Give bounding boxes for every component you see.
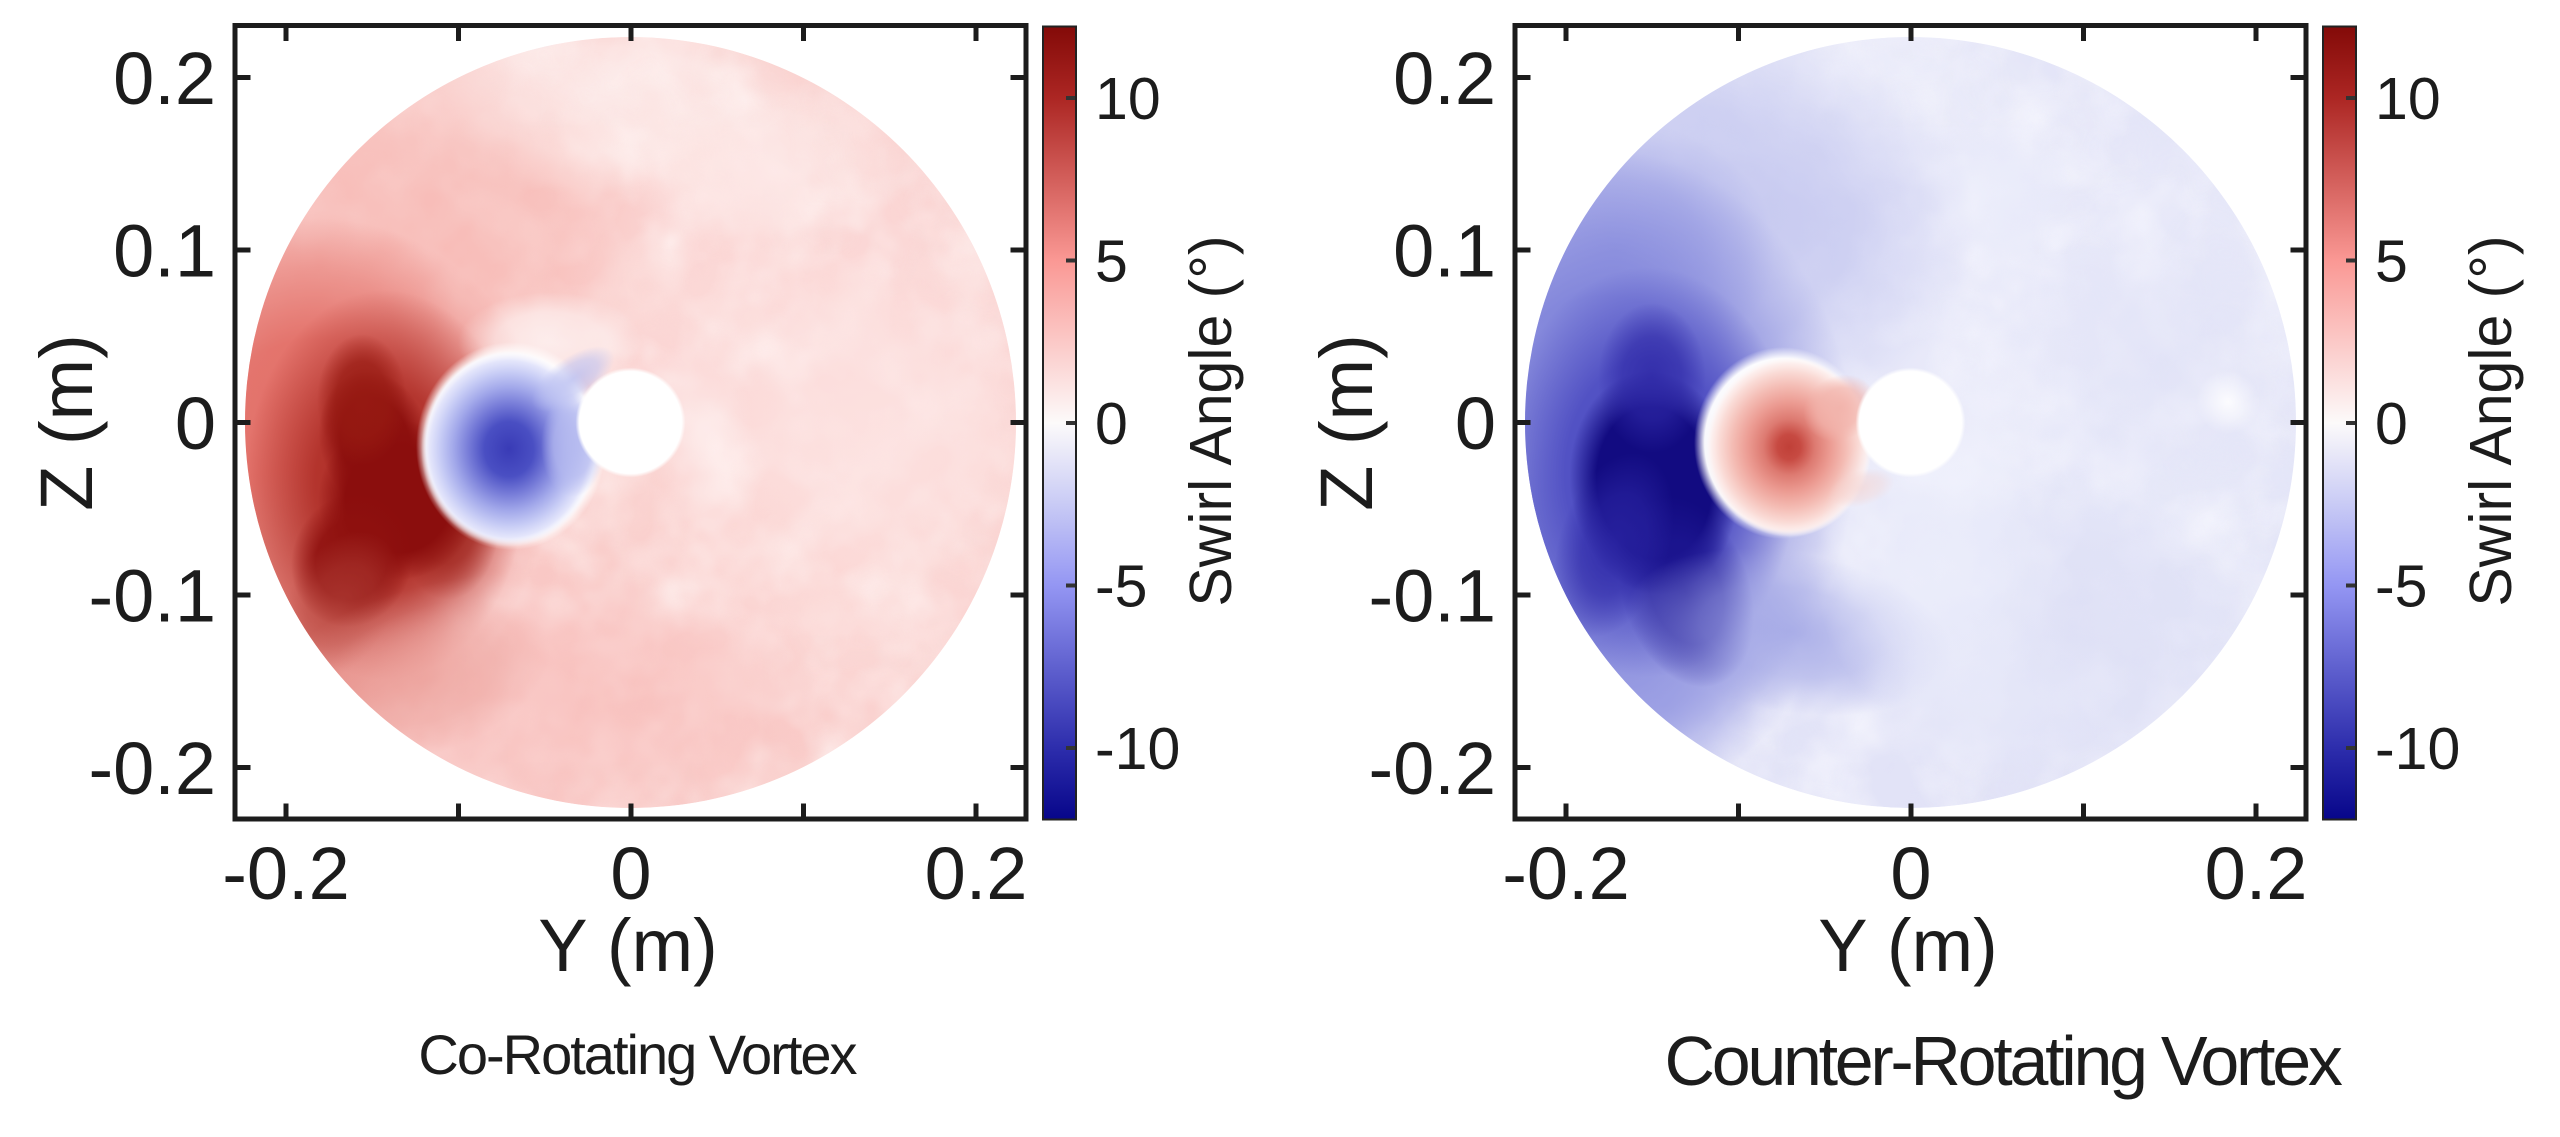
svg-text:-5: -5 (2375, 554, 2427, 620)
svg-text:-10: -10 (1095, 716, 1180, 782)
svg-text:0.2: 0.2 (925, 832, 1028, 915)
svg-text:-0.1: -0.1 (1368, 555, 1496, 638)
svg-text:0: 0 (1095, 391, 1128, 457)
svg-text:5: 5 (2375, 229, 2408, 295)
svg-text:10: 10 (2375, 66, 2441, 132)
svg-text:Y (m): Y (m) (1818, 904, 1998, 987)
svg-text:-0.2: -0.2 (1368, 727, 1496, 810)
svg-text:5: 5 (1095, 229, 1128, 295)
svg-text:0: 0 (175, 382, 216, 465)
svg-text:0.2: 0.2 (1393, 37, 1496, 120)
svg-text:0: 0 (1455, 382, 1496, 465)
svg-text:0: 0 (1890, 832, 1931, 915)
svg-text:Z (m): Z (m) (1305, 334, 1388, 511)
svg-text:Swirl Angle (°): Swirl Angle (°) (2458, 235, 2524, 606)
svg-text:0.2: 0.2 (2205, 832, 2308, 915)
svg-text:Counter-Rotating Vortex: Counter-Rotating Vortex (1664, 1022, 2342, 1100)
svg-text:-0.1: -0.1 (88, 555, 216, 638)
svg-text:-0.2: -0.2 (222, 832, 350, 915)
svg-text:-5: -5 (1095, 554, 1147, 620)
svg-text:10: 10 (1095, 66, 1161, 132)
svg-text:Co-Rotating Vortex: Co-Rotating Vortex (418, 1023, 857, 1086)
svg-text:0.2: 0.2 (113, 37, 216, 120)
svg-text:-0.2: -0.2 (88, 727, 216, 810)
svg-text:Swirl Angle (°): Swirl Angle (°) (1178, 235, 1244, 606)
svg-text:0.1: 0.1 (1393, 210, 1496, 293)
svg-text:0: 0 (610, 832, 651, 915)
svg-text:0.1: 0.1 (113, 210, 216, 293)
svg-text:-10: -10 (2375, 716, 2460, 782)
svg-text:Y (m): Y (m) (538, 904, 718, 987)
svg-text:Z (m): Z (m) (25, 334, 108, 511)
svg-text:0: 0 (2375, 391, 2408, 457)
svg-text:-0.2: -0.2 (1502, 832, 1630, 915)
